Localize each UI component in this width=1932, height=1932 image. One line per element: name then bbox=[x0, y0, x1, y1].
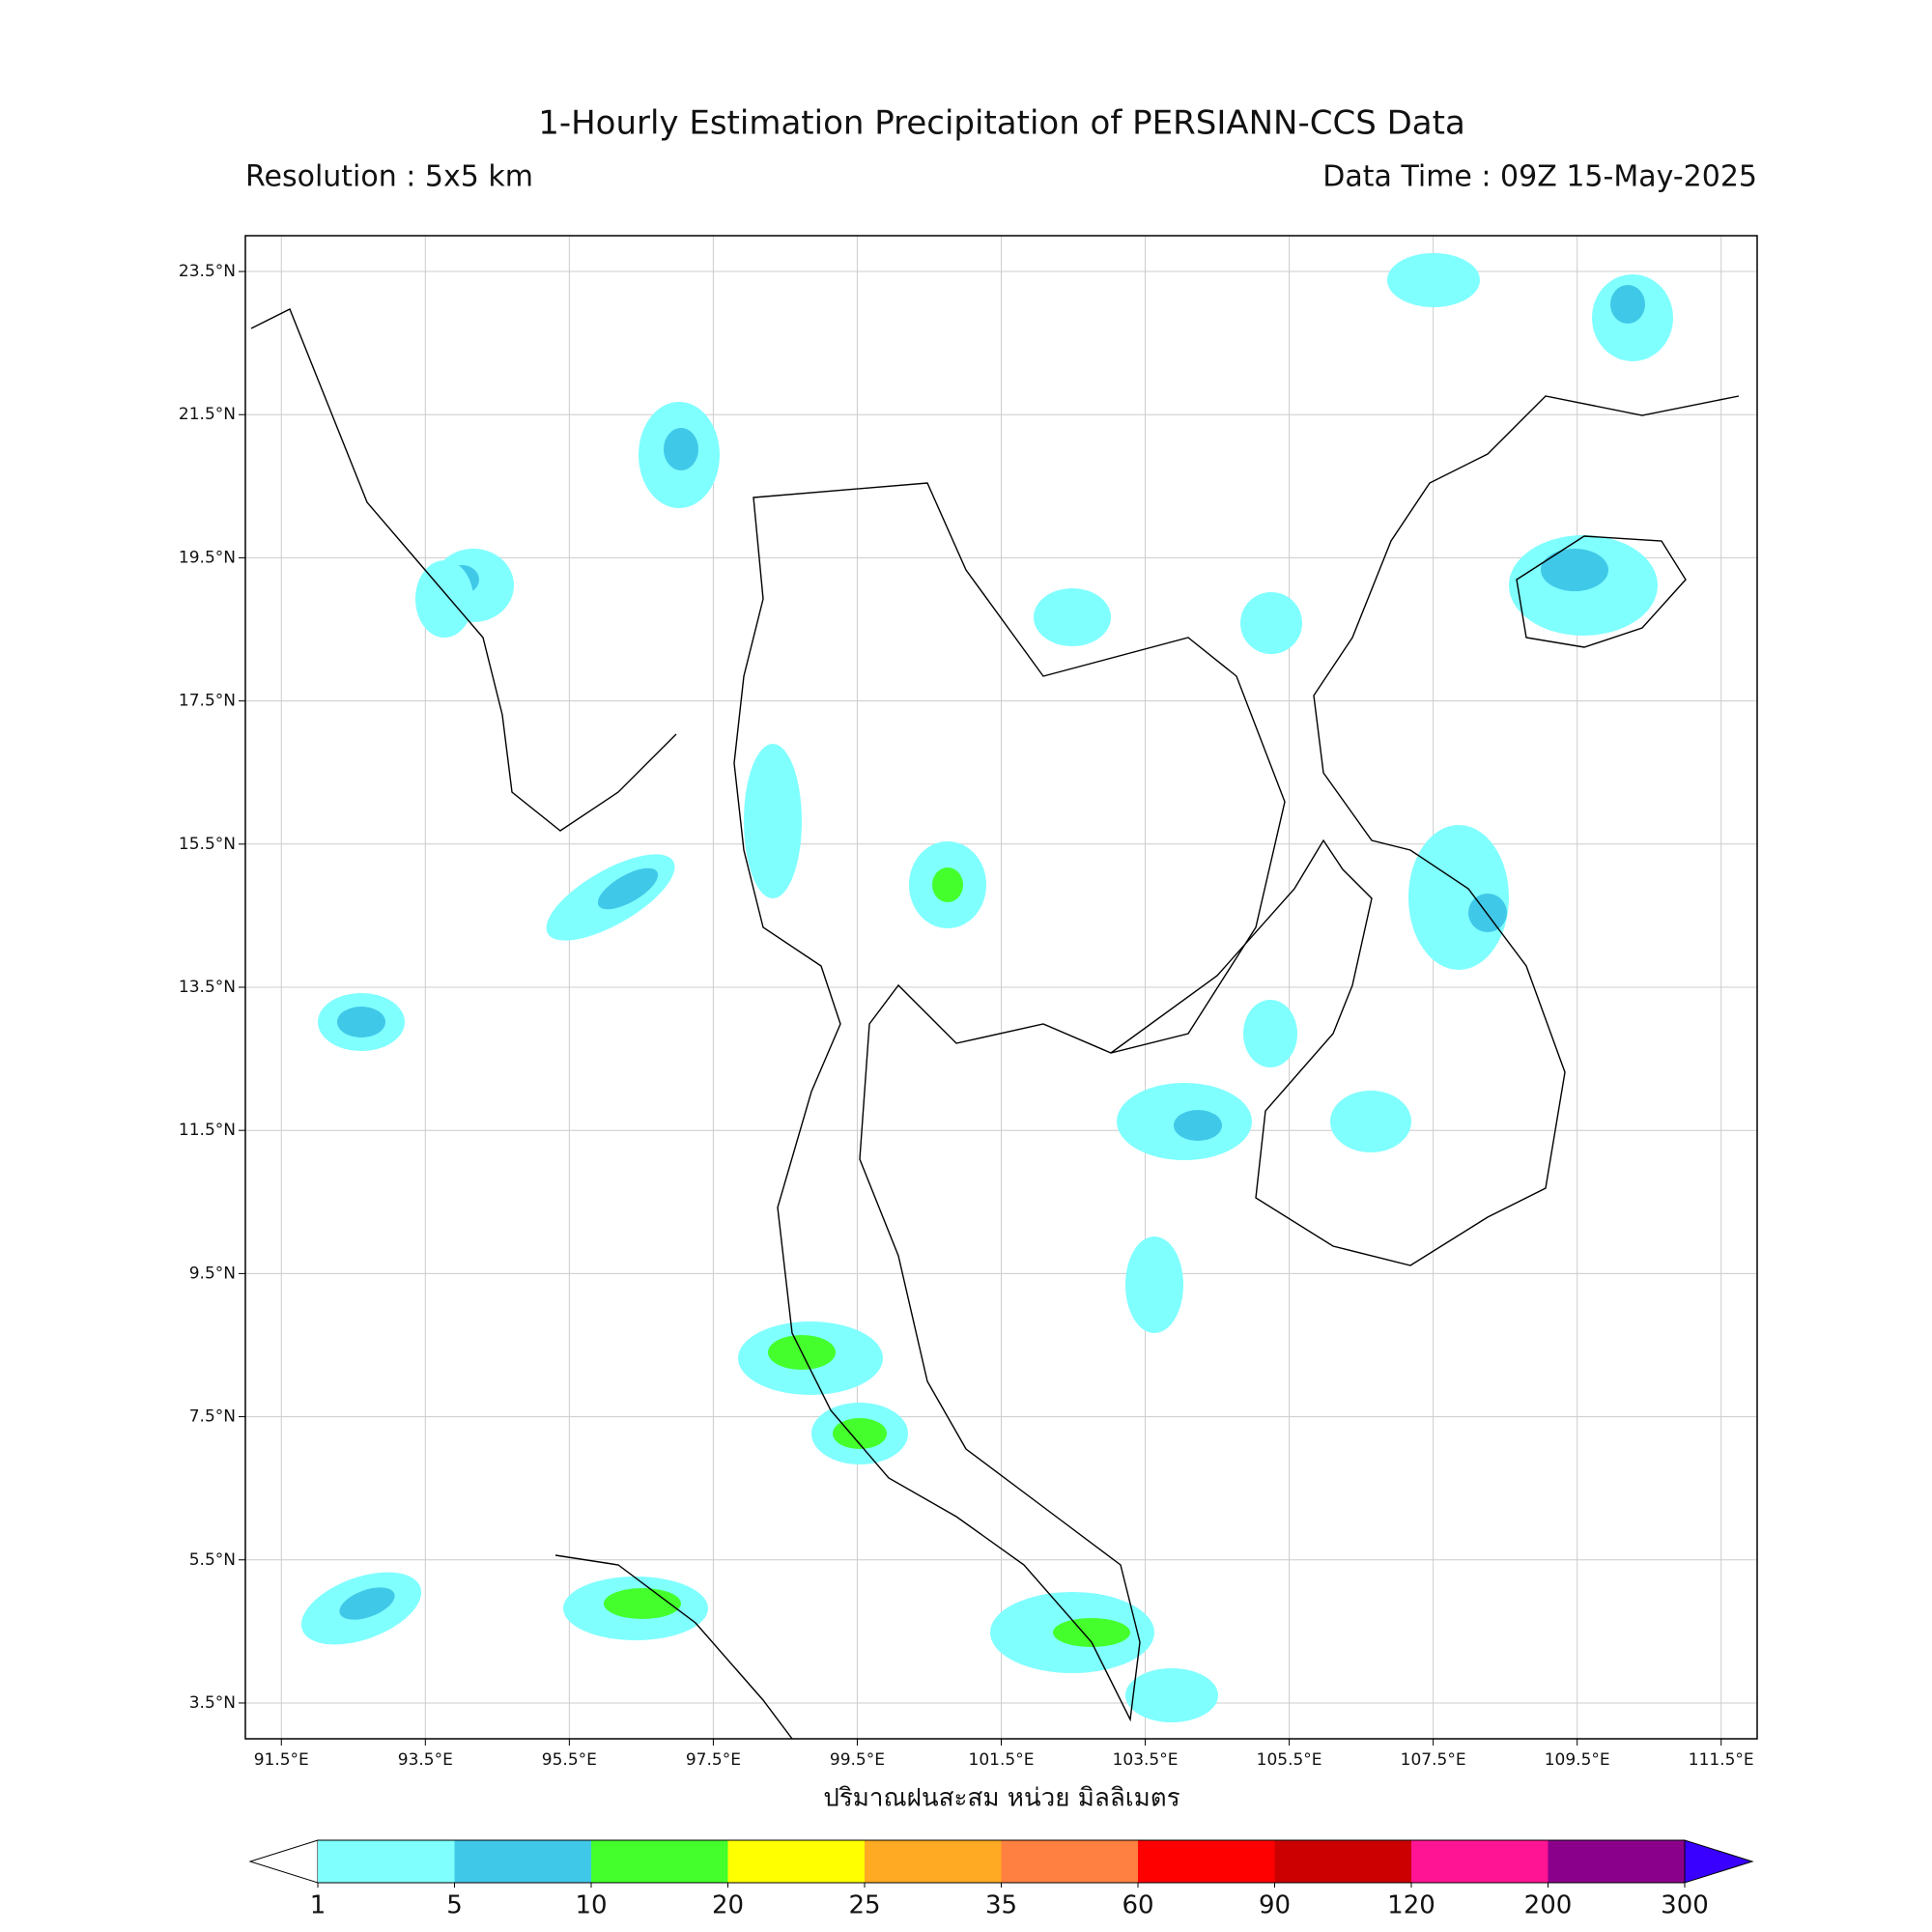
colorbar-tick-label: 1 bbox=[310, 1891, 327, 1920]
colorbar-tick-label: 35 bbox=[985, 1891, 1017, 1920]
rain-area bbox=[1174, 1110, 1222, 1141]
map bbox=[245, 236, 1757, 1740]
rain-area bbox=[1125, 1668, 1218, 1722]
rain-area bbox=[1541, 549, 1608, 591]
lat-tick-label: 21.5°N bbox=[179, 405, 236, 424]
colorbar-box bbox=[1001, 1840, 1138, 1883]
rain-area bbox=[833, 1418, 887, 1449]
lat-tick-label: 13.5°N bbox=[179, 978, 236, 997]
lon-tick-label: 111.5°E bbox=[1689, 1750, 1754, 1770]
lat-tick-label: 7.5°N bbox=[189, 1407, 236, 1427]
colorbar-tick-label: 60 bbox=[1122, 1891, 1153, 1920]
colorbar: 1 5 10 20 25 35 60 90 120 200 300 bbox=[248, 1839, 1754, 1920]
colorbar-box bbox=[318, 1840, 455, 1883]
colorbar-tick-label: 120 bbox=[1387, 1891, 1435, 1920]
lat-tick-label: 11.5°N bbox=[179, 1121, 236, 1140]
rain-area bbox=[604, 1588, 681, 1619]
colorbar-box bbox=[1274, 1840, 1411, 1883]
colorbar-box bbox=[1548, 1840, 1685, 1883]
colorbar-under bbox=[248, 1839, 319, 1884]
lat-tick-label: 5.5°N bbox=[189, 1550, 236, 1570]
rain-area bbox=[1408, 825, 1509, 970]
colorbar-box bbox=[454, 1840, 591, 1883]
lon-tick-label: 91.5°E bbox=[254, 1750, 309, 1770]
lat-tick-label: 9.5°N bbox=[189, 1264, 236, 1283]
lat-tick-label: 3.5°N bbox=[189, 1693, 236, 1713]
colorbar-over bbox=[1684, 1839, 1754, 1884]
rain-area bbox=[415, 560, 473, 638]
lon-tick-label: 103.5°E bbox=[1113, 1750, 1179, 1770]
rain-area bbox=[1240, 592, 1302, 654]
rain-area bbox=[1387, 253, 1480, 307]
rain-area bbox=[597, 867, 659, 910]
colorbar-tick-label: 10 bbox=[575, 1891, 607, 1920]
coastline bbox=[733, 482, 1286, 1722]
colorbar-box bbox=[591, 1840, 728, 1883]
lon-tick-label: 93.5°E bbox=[398, 1750, 453, 1770]
colorbar-tick-label: 5 bbox=[446, 1891, 463, 1920]
lat-tick-label: 15.5°N bbox=[179, 835, 236, 854]
colorbar-tick-label: 200 bbox=[1524, 1891, 1573, 1920]
coastline bbox=[554, 1554, 793, 1740]
lat-tick-label: 19.5°N bbox=[179, 548, 236, 567]
colorbar-tick-label: 300 bbox=[1661, 1891, 1709, 1920]
resolution: Resolution : 5x5 km bbox=[245, 160, 533, 194]
rain-area bbox=[1468, 894, 1507, 932]
rain-area bbox=[932, 867, 963, 902]
coastline bbox=[1516, 535, 1687, 648]
rain-area bbox=[1243, 1000, 1297, 1067]
lon-tick-label: 105.5°E bbox=[1257, 1750, 1322, 1770]
lon-tick-label: 95.5°E bbox=[542, 1750, 597, 1770]
colorbar-tick-label: 25 bbox=[848, 1891, 880, 1920]
rain-area bbox=[1125, 1236, 1183, 1333]
coastline bbox=[250, 308, 677, 832]
rain-area bbox=[339, 1587, 395, 1620]
rain-area bbox=[664, 428, 698, 470]
rain-area bbox=[1330, 1091, 1411, 1152]
grid bbox=[245, 236, 1757, 1739]
lat-tick-label: 23.5°N bbox=[179, 262, 236, 281]
colorbar-box bbox=[1138, 1840, 1275, 1883]
lon-tick-label: 107.5°E bbox=[1401, 1750, 1466, 1770]
rain-area bbox=[1053, 1618, 1130, 1647]
lat-tick-label: 17.5°N bbox=[179, 692, 236, 711]
rain-areas bbox=[300, 253, 1673, 1722]
lon-tick-label: 99.5°E bbox=[830, 1750, 885, 1770]
coastline bbox=[1110, 395, 1740, 1266]
colorbar-tick-label: 20 bbox=[712, 1891, 744, 1920]
colorbar-box bbox=[865, 1840, 1002, 1883]
data-time: Data Time : 09Z 15-May-2025 bbox=[1322, 160, 1757, 194]
rain-area bbox=[744, 744, 802, 898]
colorbar-box bbox=[727, 1840, 865, 1883]
lon-tick-label: 101.5°E bbox=[969, 1750, 1035, 1770]
lon-tick-label: 109.5°E bbox=[1545, 1750, 1610, 1770]
colorbar-tick-label: 90 bbox=[1259, 1891, 1291, 1920]
lon-tick-label: 97.5°E bbox=[686, 1750, 741, 1770]
rain-area bbox=[337, 1007, 385, 1037]
rain-area bbox=[1034, 588, 1111, 646]
rain-area bbox=[1610, 285, 1645, 324]
title: 1-Hourly Estimation Precipitation of PER… bbox=[538, 104, 1465, 143]
colorbar-box bbox=[1411, 1840, 1548, 1883]
map-frame bbox=[244, 235, 1758, 1740]
colorbar-label: ปริมาณฝนสะสม หน่วย มิลลิเมตร bbox=[823, 1784, 1179, 1813]
